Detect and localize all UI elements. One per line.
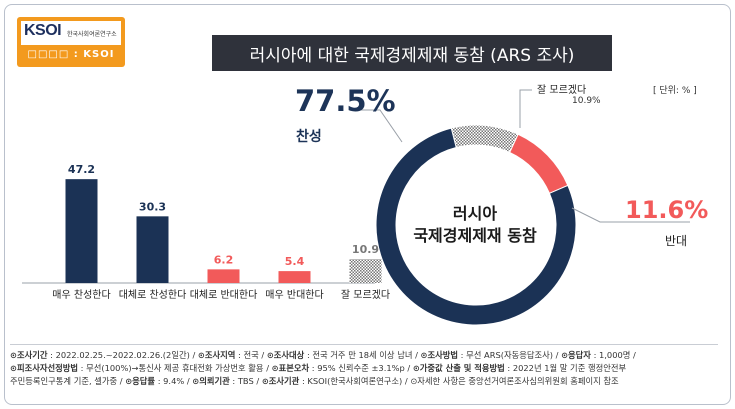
oppose-percent: 11.6% [625,196,709,224]
footer-value: : 2022년 1월 말 기준 행정안전부 [504,363,627,373]
favor-label: 찬성 [296,129,322,145]
logo-mark: KSOI [24,22,62,39]
bar-value-label: 5.4 [285,255,305,268]
footer-value: : 2022.02.25.~2022.02.26.(2일간) / [47,350,198,360]
footer-key: ⊙가중값 산출 및 적용방법 [412,363,505,373]
donut-leader-oppose [571,207,690,223]
donut-slice-2 [509,133,569,194]
footer-value: 주민등록인구통계 기준, 셀가중 / [10,376,126,386]
footer-value: : 9.4% / [155,376,193,386]
title-text: 러시아에 대한 국제경제제재 동참 (ARS 조사) [249,45,575,66]
bar-category-label: 매우 찬성한다 [52,289,110,301]
footer-key: ⊙응답자 [561,350,591,360]
donut-leader-dont-know [519,89,532,128]
donut-slice-3 [450,124,519,154]
footer-divider [10,344,718,345]
bar-5 [349,259,382,283]
bar-category-label: 대체로 찬성한다 [119,289,187,301]
footer-key: ⊙조사방법 [420,350,459,360]
footer-key: ⊙조사기관 [261,376,300,386]
donut-center-line1: 러시아 [452,204,498,223]
survey-footer: ⊙조사기간 : 2022.02.25.~2022.02.26.(2일간) / ⊙… [10,349,720,388]
footer-line-2: ⊙피조사자선정방법 : 무선(100%)→통신사 제공 휴대전화 가상번호 활용… [10,362,720,375]
bar-value-label: 47.2 [68,163,95,176]
dont-know-label: 잘 모르겠다 [537,85,587,96]
bar-value-label: 10.9 [352,243,379,256]
footer-value: : 95% 신뢰수준 ±3.1%p / [309,363,413,373]
footer-key: ⊙표본오차 [271,363,310,373]
footer-line-3: 주민등록인구통계 기준, 셀가중 / ⊙응답률 : 9.4% / ⊙의뢰기관 :… [10,375,720,388]
footer-value: : 전국 거주 만 18세 이상 남녀 / [304,350,421,360]
logo-bottom-text: □□□□ : KSOI [27,49,115,60]
donut-leader-favor [360,109,403,143]
favor-percent: 77.5% [295,84,396,118]
report-card: KSOI 한국사회여론연구소 □□□□ : KSOI 러시아에 대한 국제경제제… [4,4,731,405]
bar-category-label: 매우 반대한다 [265,289,323,301]
oppose-label: 반대 [665,234,688,248]
bar-value-label: 6.2 [214,253,234,266]
footer-value: : 1,000명 / [590,350,636,360]
footer-value: : 전국 / [235,350,267,360]
footer-line-1: ⊙조사기간 : 2022.02.25.~2022.02.26.(2일간) / ⊙… [10,349,720,362]
page-title: 러시아에 대한 국제경제제재 동참 (ARS 조사) [212,35,612,71]
footer-value: ⊙자세한 사항은 중앙선거여론조사심의위원회 홈페이지 참조 [410,376,619,386]
bar-value-label: 30.3 [139,200,166,213]
bar-4 [278,271,311,283]
donut-slice-1 [375,127,577,326]
footer-value: : 무선(100%)→통신사 제공 휴대전화 가상번호 활용 / [78,363,272,373]
bar-category-label: 대체로 반대한다 [190,289,258,301]
footer-key: ⊙피조사자선정방법 [10,363,79,373]
bar-3 [207,269,240,283]
footer-key: ⊙응답률 [125,376,156,386]
footer-value: : 무선 ARS(자동응답조사) / [458,350,562,360]
footer-value: : KSOI(한국사회여론연구소) / [299,376,411,386]
logo-org-name: 한국사회여론연구소 [67,31,117,38]
footer-key: ⊙조사기간 [10,350,48,360]
ksoi-logo: KSOI 한국사회여론연구소 □□□□ : KSOI [17,17,125,67]
donut-center-label: 러시아 국제경제제재 동참 [375,203,575,247]
footer-value: : TBS / [229,376,262,386]
logo-top-panel: KSOI 한국사회여론연구소 [21,21,121,45]
footer-key: ⊙의뢰기관 [192,376,230,386]
dont-know-percent: 10.9% [572,96,601,106]
unit-label: [ 단위: % ] [653,86,697,96]
bar-category-label: 잘 모르겠다 [341,289,390,301]
bar-2 [136,216,169,283]
donut-center-line2: 국제경제제재 동참 [413,226,537,245]
footer-key: ⊙조사대상 [266,350,305,360]
bar-1 [65,179,98,283]
footer-key: ⊙조사지역 [197,350,236,360]
